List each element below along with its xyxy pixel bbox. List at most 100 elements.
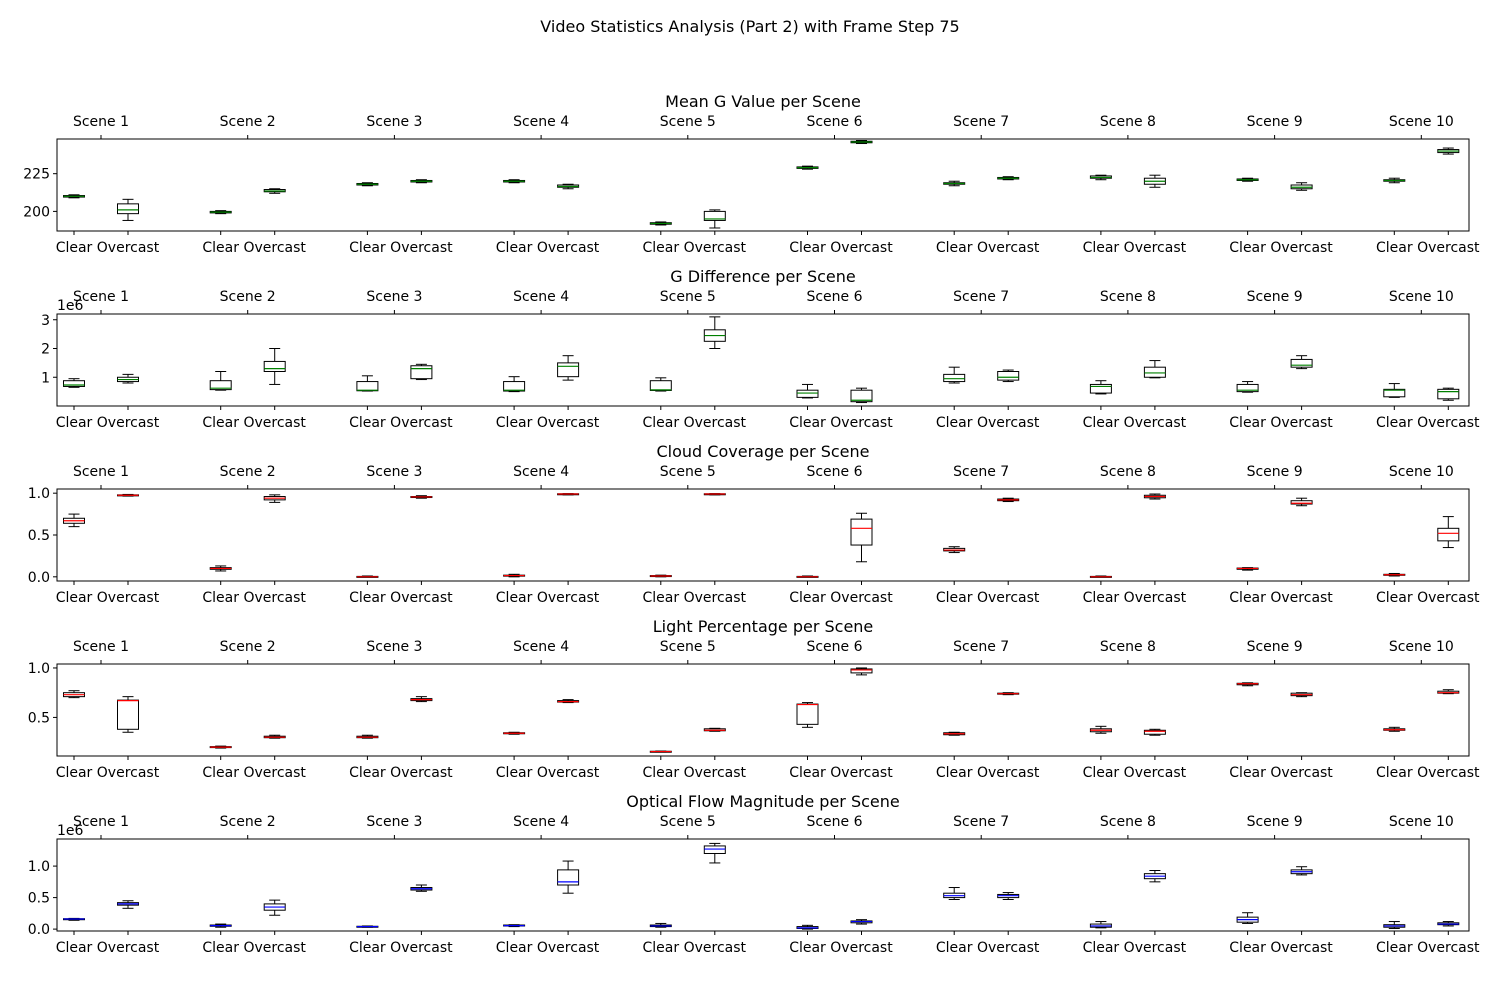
box-overcast: Overcast xyxy=(97,373,160,431)
box-clear: Clear xyxy=(936,731,973,781)
box-overcast: Overcast xyxy=(1417,689,1480,781)
box-overcast: Overcast xyxy=(830,667,893,781)
box-overcast: Overcast xyxy=(977,497,1040,606)
scene-label: Scene 1 xyxy=(73,814,129,830)
x-tick-label: Overcast xyxy=(390,415,453,431)
box-iqr xyxy=(1290,500,1313,505)
box-iqr xyxy=(1089,383,1112,394)
scene-label: Scene 2 xyxy=(220,639,276,655)
x-tick-label: Overcast xyxy=(1124,240,1187,256)
box-clear: Clear xyxy=(496,573,533,606)
box-clear: Clear xyxy=(936,180,973,256)
y-tick-label: 225 xyxy=(23,167,50,183)
box-overcast: Overcast xyxy=(684,316,747,431)
box-overcast: Overcast xyxy=(830,512,893,606)
box-clear: Clear xyxy=(789,924,826,956)
box-overcast: Overcast xyxy=(977,892,1040,956)
box-iqr xyxy=(1290,358,1313,368)
x-tick-label: Clear xyxy=(496,590,533,606)
x-tick-label: Overcast xyxy=(97,765,160,781)
scene-label: Scene 5 xyxy=(660,639,716,655)
x-tick-label: Clear xyxy=(936,940,973,956)
panel-title: Optical Flow Magnitude per Scene xyxy=(626,792,900,811)
x-tick-label: Overcast xyxy=(390,940,453,956)
box-overcast: Overcast xyxy=(97,696,160,781)
x-tick-label: Overcast xyxy=(1417,240,1480,256)
box-clear: Clear xyxy=(936,366,973,431)
box-overcast: Overcast xyxy=(97,900,160,956)
scene-label: Scene 4 xyxy=(513,639,569,655)
x-tick-label: Overcast xyxy=(97,940,160,956)
scene-label: Scene 8 xyxy=(1100,464,1156,480)
x-tick-label: Overcast xyxy=(1124,590,1187,606)
panels: Mean G Value per Scene Scene 1 Scene 2 Scen… xyxy=(23,92,1480,956)
box-clear: Clear xyxy=(1083,174,1119,256)
box-overcast: Overcast xyxy=(97,493,160,606)
box-clear: Clear xyxy=(1083,725,1119,781)
scene-label: Scene 4 xyxy=(513,289,569,305)
x-tick-label: Clear xyxy=(496,765,533,781)
y-tick-label: 200 xyxy=(23,204,50,220)
box-overcast: Overcast xyxy=(830,919,893,956)
x-tick-label: Overcast xyxy=(243,240,306,256)
axes-frame xyxy=(56,663,1470,757)
scene-label: Scene 3 xyxy=(366,814,422,830)
x-tick-label: Overcast xyxy=(977,940,1040,956)
box-overcast: Overcast xyxy=(1270,866,1333,956)
box-overcast: Overcast xyxy=(537,699,600,781)
x-tick-label: Overcast xyxy=(830,415,893,431)
box-clear: Clear xyxy=(202,210,239,256)
scene-label: Scene 10 xyxy=(1389,114,1454,130)
figure-title: Video Statistics Analysis (Part 2) with … xyxy=(540,17,959,36)
x-tick-label: Overcast xyxy=(1124,415,1187,431)
x-tick-label: Clear xyxy=(1376,240,1413,256)
x-tick-label: Overcast xyxy=(684,940,747,956)
box-clear: Clear xyxy=(789,702,826,781)
box-clear: Clear xyxy=(1376,726,1413,781)
x-tick-label: Clear xyxy=(642,240,679,256)
x-tick-label: Clear xyxy=(56,590,93,606)
box-clear: Clear xyxy=(1229,912,1266,956)
x-tick-label: Overcast xyxy=(1270,590,1333,606)
panel-title: Cloud Coverage per Scene xyxy=(657,442,870,461)
x-tick-label: Clear xyxy=(789,240,826,256)
x-tick-label: Overcast xyxy=(1417,940,1480,956)
box-clear: Clear xyxy=(56,513,93,606)
box-clear: Clear xyxy=(349,575,386,606)
box-iqr xyxy=(796,703,819,725)
scene-label: Scene 9 xyxy=(1247,639,1303,655)
box-overcast: Overcast xyxy=(390,179,453,256)
box-clear: Clear xyxy=(202,565,239,606)
scene-label: Scene 9 xyxy=(1247,814,1303,830)
x-tick-label: Overcast xyxy=(537,590,600,606)
scene-label: Scene 5 xyxy=(660,464,716,480)
scene-label: Scene 3 xyxy=(366,639,422,655)
scene-label: Scene 3 xyxy=(366,464,422,480)
scene-label: Scene 9 xyxy=(1247,289,1303,305)
x-tick-label: Overcast xyxy=(1270,240,1333,256)
axes-frame xyxy=(56,838,1470,932)
x-tick-label: Clear xyxy=(202,940,239,956)
box-clear: Clear xyxy=(349,925,386,956)
scene-label: Scene 4 xyxy=(513,114,569,130)
box-clear: Clear xyxy=(349,182,386,256)
box-overcast: Overcast xyxy=(1270,692,1333,781)
y-tick-label: 0.0 xyxy=(28,922,50,938)
x-tick-label: Clear xyxy=(349,940,386,956)
box-overcast: Overcast xyxy=(537,860,600,956)
box-iqr xyxy=(209,380,232,391)
box-clear: Clear xyxy=(56,917,93,956)
box-iqr xyxy=(1437,527,1460,542)
x-tick-label: Clear xyxy=(1229,940,1266,956)
y-tick-label: 1 xyxy=(41,370,50,386)
box-clear: Clear xyxy=(202,923,239,956)
scene-label: Scene 7 xyxy=(953,464,1009,480)
scene-label: Scene 10 xyxy=(1389,464,1454,480)
box-overcast: Overcast xyxy=(243,734,306,781)
x-tick-label: Clear xyxy=(789,765,826,781)
box-overcast: Overcast xyxy=(684,842,747,956)
scene-label: Scene 6 xyxy=(806,814,862,830)
box-iqr xyxy=(117,699,139,730)
box-clear: Clear xyxy=(1083,921,1119,956)
box-iqr xyxy=(1437,388,1460,400)
